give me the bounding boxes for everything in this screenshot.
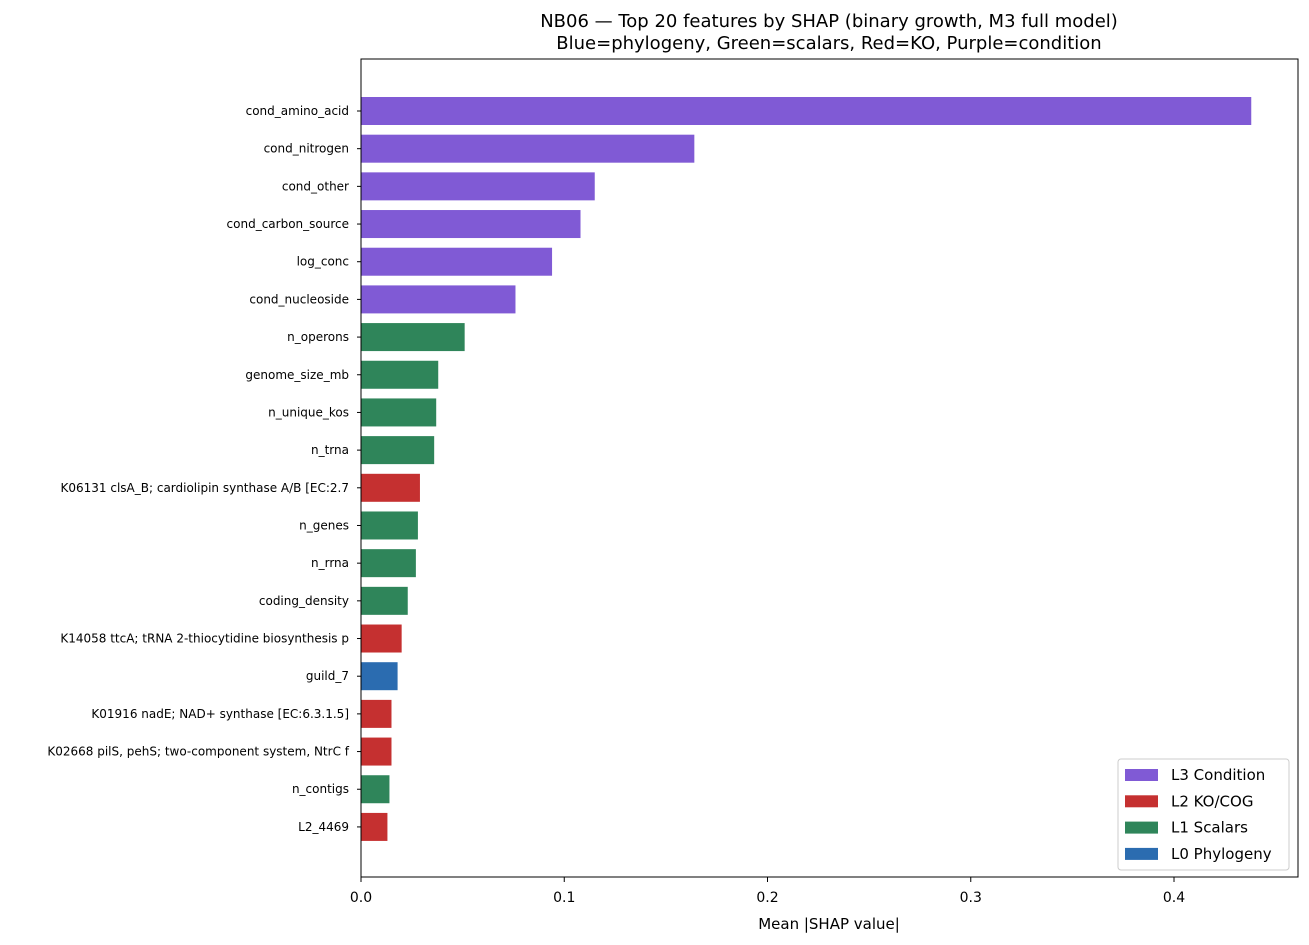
bar-coding_density bbox=[361, 586, 408, 615]
axes-frame bbox=[360, 58, 1299, 878]
chart-title: NB06 — Top 20 features by SHAP (binary g… bbox=[540, 11, 1118, 32]
legend-label-l0: L0 Phylogeny bbox=[1171, 845, 1272, 863]
bar-l2_4469 bbox=[361, 812, 388, 841]
legend: L3 Condition L2 KO/COG L1 Scalars L0 Phylog… bbox=[1117, 758, 1290, 871]
y-tick-label: guild_7 bbox=[306, 669, 349, 683]
legend-label-l1: L1 Scalars bbox=[1171, 819, 1248, 837]
bar-genome_size_mb bbox=[361, 360, 439, 389]
y-axis: cond_amino_acid cond_nitrogen cond_otherco… bbox=[47, 104, 361, 834]
y-tick-label: n_unique_kos bbox=[268, 405, 349, 419]
legend-swatch-l2 bbox=[1125, 795, 1158, 808]
bar-k06131 bbox=[361, 473, 420, 502]
x-axis: 0.0 0.1 0.2 0.3 0.4 bbox=[350, 877, 1185, 906]
legend-label-l3: L3 Condition bbox=[1171, 766, 1265, 784]
bar-cond_other bbox=[361, 172, 595, 201]
y-tick-label: log_conc bbox=[297, 255, 349, 269]
bar-k01916 bbox=[361, 699, 392, 728]
y-tick-label: n_trna bbox=[311, 443, 349, 457]
bar-k14058 bbox=[361, 624, 402, 653]
plot-area bbox=[361, 97, 1252, 841]
legend-swatch-l0 bbox=[1125, 847, 1158, 860]
bar-cond_nitrogen bbox=[361, 134, 695, 163]
y-tick-label: cond_carbon_source bbox=[227, 217, 349, 231]
bar-log_conc bbox=[361, 247, 553, 276]
x-tick-label: 0.1 bbox=[553, 890, 575, 906]
bar-n_operons bbox=[361, 323, 465, 352]
y-tick-label: genome_size_mb bbox=[245, 368, 349, 382]
y-tick-label: cond_amino_acid bbox=[246, 104, 349, 118]
bar-cond_carbon_source bbox=[361, 210, 581, 239]
y-tick-label: K01916 nadE; NAD+ synthase [EC:6.3.1.5] bbox=[91, 707, 349, 721]
y-tick-label: n_rrna bbox=[311, 556, 349, 570]
y-tick-label: coding_density bbox=[259, 594, 349, 608]
y-tick-label: K02668 pilS, pehS; two-component system,… bbox=[47, 745, 349, 759]
bar-n_contigs bbox=[361, 775, 390, 804]
y-tick-label: n_contigs bbox=[292, 782, 349, 796]
legend-frame bbox=[1117, 758, 1290, 871]
y-tick-label: cond_other bbox=[282, 179, 349, 193]
y-tick-label: n_operons bbox=[287, 330, 349, 344]
x-tick-label: 0.3 bbox=[960, 890, 982, 906]
y-tick-label: cond_nitrogen bbox=[264, 142, 349, 156]
x-tick-label: 0.0 bbox=[350, 890, 372, 906]
bar-n_rrna bbox=[361, 549, 416, 578]
chart-subtitle: Blue=phylogeny, Green=scalars, Red=KO, P… bbox=[556, 33, 1101, 54]
bar-n_unique_kos bbox=[361, 398, 437, 427]
y-tick-label: K06131 clsA_B; cardiolipin synthase A/B … bbox=[61, 481, 350, 495]
x-tick-label: 0.4 bbox=[1163, 890, 1185, 906]
x-tick-label: 0.2 bbox=[756, 890, 778, 906]
bar-guild_7 bbox=[361, 662, 398, 691]
legend-swatch-l3 bbox=[1125, 769, 1158, 781]
y-tick-label: n_genes bbox=[299, 518, 349, 532]
legend-label-l2: L2 KO/COG bbox=[1171, 792, 1253, 810]
bar-cond_amino_acid bbox=[361, 97, 1252, 125]
y-tick-label: K14058 ttcA; tRNA 2-thiocytidine biosynt… bbox=[60, 632, 349, 646]
legend-swatch-l1 bbox=[1125, 821, 1158, 834]
y-tick-label: cond_nucleoside bbox=[249, 292, 349, 306]
bar-n_trna bbox=[361, 436, 435, 465]
x-axis-label: Mean |SHAP value| bbox=[758, 915, 900, 933]
bar-cond_nucleoside bbox=[361, 285, 516, 314]
y-tick-label: L2_4469 bbox=[298, 820, 349, 834]
bar-k02668 bbox=[361, 737, 392, 766]
bar-n_genes bbox=[361, 511, 418, 540]
